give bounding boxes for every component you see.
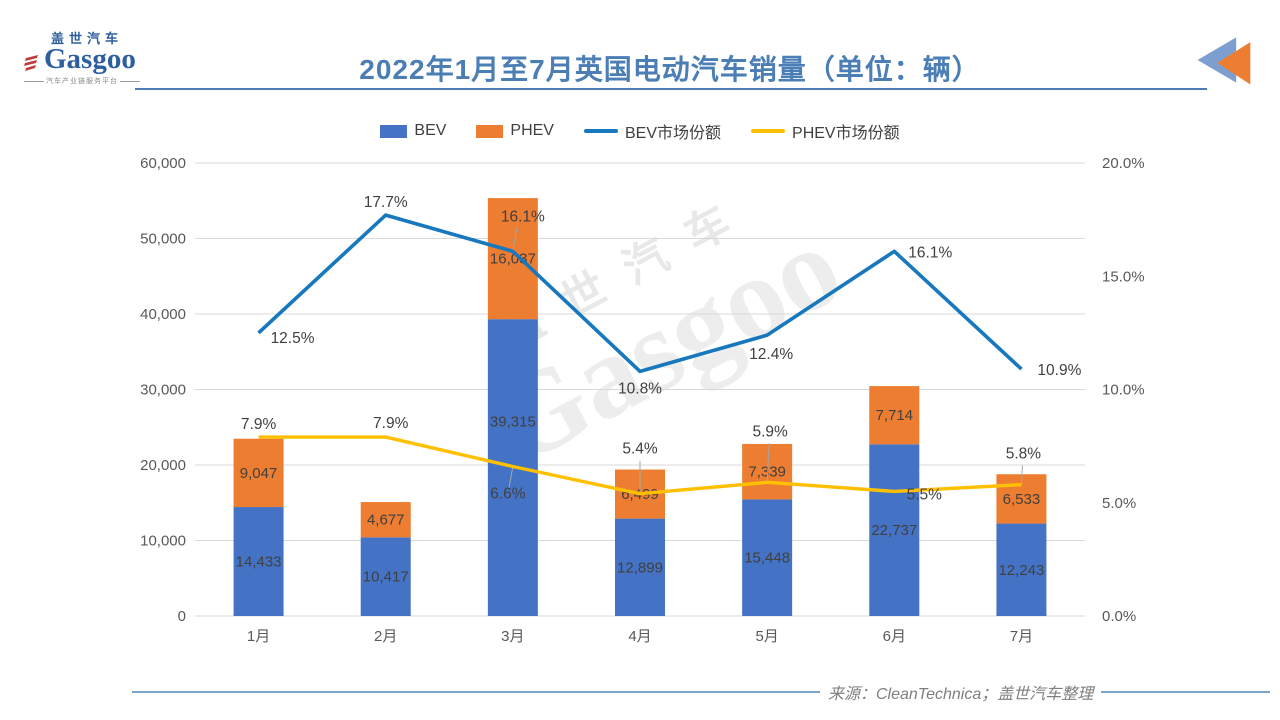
point-label-phev-share: 6.6% (490, 486, 526, 503)
point-label-bev-share: 17.7% (364, 194, 408, 211)
logo-brand-zh: 盖世汽车 (51, 31, 124, 46)
legend-label: BEV市场份额 (624, 125, 722, 142)
page-title: 2022年1月至7月英国电动汽车销量（单位：辆） (359, 54, 981, 85)
line-BEV市场份额 (257, 213, 1023, 374)
label-leader-line (512, 227, 518, 252)
legend-item-BEV[interactable]: BEV (380, 122, 446, 140)
logo-tagline: 汽车产业链服务平台 (46, 78, 118, 85)
bar-label-bev: 10,417 (363, 569, 409, 586)
label-leader-line (508, 466, 514, 489)
legend-item-BEV市场份额[interactable]: BEV市场份额 (583, 119, 722, 143)
point-label-phev-share: 7.9% (373, 415, 409, 432)
tagline-rule-right (120, 80, 140, 82)
bar-label-phev: 6,533 (1003, 491, 1041, 508)
bar-phev-3月 (487, 198, 538, 320)
y-axis-right-tick: 10.0% (1102, 382, 1145, 399)
logo-brand-en: Gasgoo (44, 43, 136, 75)
y-axis-left-tick: 60,000 (140, 155, 186, 172)
bar-bev-2月 (360, 537, 411, 616)
legend-item-PHEV[interactable]: PHEV (476, 122, 554, 140)
bar-phev-5月 (742, 443, 793, 500)
bar-phev-6月 (869, 386, 920, 445)
x-axis-tick: 1月 (247, 628, 270, 645)
bar-label-bev: 22,737 (871, 522, 917, 539)
bar-phev-1月 (233, 438, 284, 508)
bar-label-bev: 14,433 (236, 554, 282, 571)
x-axis-tick: 3月 (501, 628, 524, 645)
point-label-phev-share: 5.5% (907, 486, 943, 503)
x-axis-tick: 2月 (374, 628, 397, 645)
y-axis-left-tick: 50,000 (140, 231, 186, 248)
header-divider (135, 88, 1207, 90)
bar-bev-5月 (742, 499, 793, 616)
bar-label-bev: 15,448 (744, 550, 790, 567)
x-axis-tick: 4月 (628, 628, 651, 645)
y-axis-right-tick: 20.0% (1102, 155, 1145, 172)
bar-label-phev: 7,714 (876, 407, 914, 424)
bar-bev-4月 (615, 518, 665, 616)
y-axis-right-tick: 5.0% (1102, 495, 1136, 512)
y-axis-left-tick: 0 (178, 608, 186, 625)
y-axis-left-tick: 30,000 (140, 382, 186, 399)
bar-bev-6月 (869, 444, 920, 616)
point-label-phev-share: 7.9% (241, 416, 277, 433)
legend-label: BEV (414, 122, 447, 139)
legend-label: PHEV市场份额 (792, 125, 900, 142)
footer-rule-left (132, 691, 820, 693)
point-label-bev-share: 16.1% (501, 208, 545, 225)
gasgoo-logo: 盖世汽车 Gasgoo 汽车产业链服务平台 (24, 28, 140, 86)
corner-arrows-icon (1197, 37, 1251, 85)
y-axis-right-tick: 15.0% (1102, 268, 1145, 285)
label-leader-line (1020, 465, 1023, 485)
label-leader-line (766, 443, 770, 483)
chart-legend: BEV PHEV BEV市场份额 PHEV市场份额 (0, 119, 1280, 143)
footer: 来源：CleanTechnica；盖世汽车整理 (132, 680, 1270, 704)
y-axis-left-tick: 10,000 (140, 533, 186, 550)
x-axis-tick: 5月 (755, 628, 778, 645)
bar-label-bev: 39,315 (490, 414, 536, 431)
point-label-bev-share: 10.8% (618, 380, 662, 397)
point-label-phev-share: 5.9% (752, 423, 788, 440)
point-label-bev-share: 12.4% (749, 346, 793, 363)
footer-rule-right (1101, 691, 1270, 693)
y-axis-left-tick: 20,000 (140, 457, 186, 474)
tagline-rule-left (24, 80, 44, 82)
legend-swatch-line (583, 129, 618, 133)
source-note: 来源：CleanTechnica；盖世汽车整理 (828, 686, 1094, 703)
bar-label-phev: 7,339 (748, 464, 786, 481)
point-label-phev-share: 5.8% (1006, 446, 1042, 463)
bar-label-phev: 4,677 (367, 512, 405, 529)
y-axis-right-tick: 0.0% (1102, 608, 1136, 625)
x-axis-tick: 6月 (883, 628, 906, 645)
bar-bev-1月 (233, 507, 284, 616)
legend-swatch-box (380, 124, 408, 138)
point-label-phev-share: 5.4% (622, 441, 658, 458)
point-label-bev-share: 16.1% (908, 244, 952, 261)
point-label-bev-share: 10.9% (1037, 362, 1081, 379)
legend-swatch-line (751, 129, 786, 133)
legend-swatch-box (476, 124, 504, 138)
x-axis-tick: 7月 (1010, 628, 1033, 645)
bar-phev-2月 (360, 502, 411, 538)
bar-label-bev: 12,899 (617, 559, 663, 576)
logo-stripes-icon (24, 55, 38, 71)
line-PHEV市场份额 (258, 435, 1022, 496)
y-axis-left-tick: 40,000 (140, 306, 186, 323)
bar-bev-7月 (996, 523, 1047, 616)
legend-item-PHEV市场份额[interactable]: PHEV市场份额 (751, 119, 900, 143)
bar-label-phev: 9,047 (240, 465, 278, 482)
legend-label: PHEV (510, 122, 554, 139)
point-label-bev-share: 12.5% (271, 330, 315, 347)
bar-label-bev: 12,243 (998, 562, 1044, 579)
